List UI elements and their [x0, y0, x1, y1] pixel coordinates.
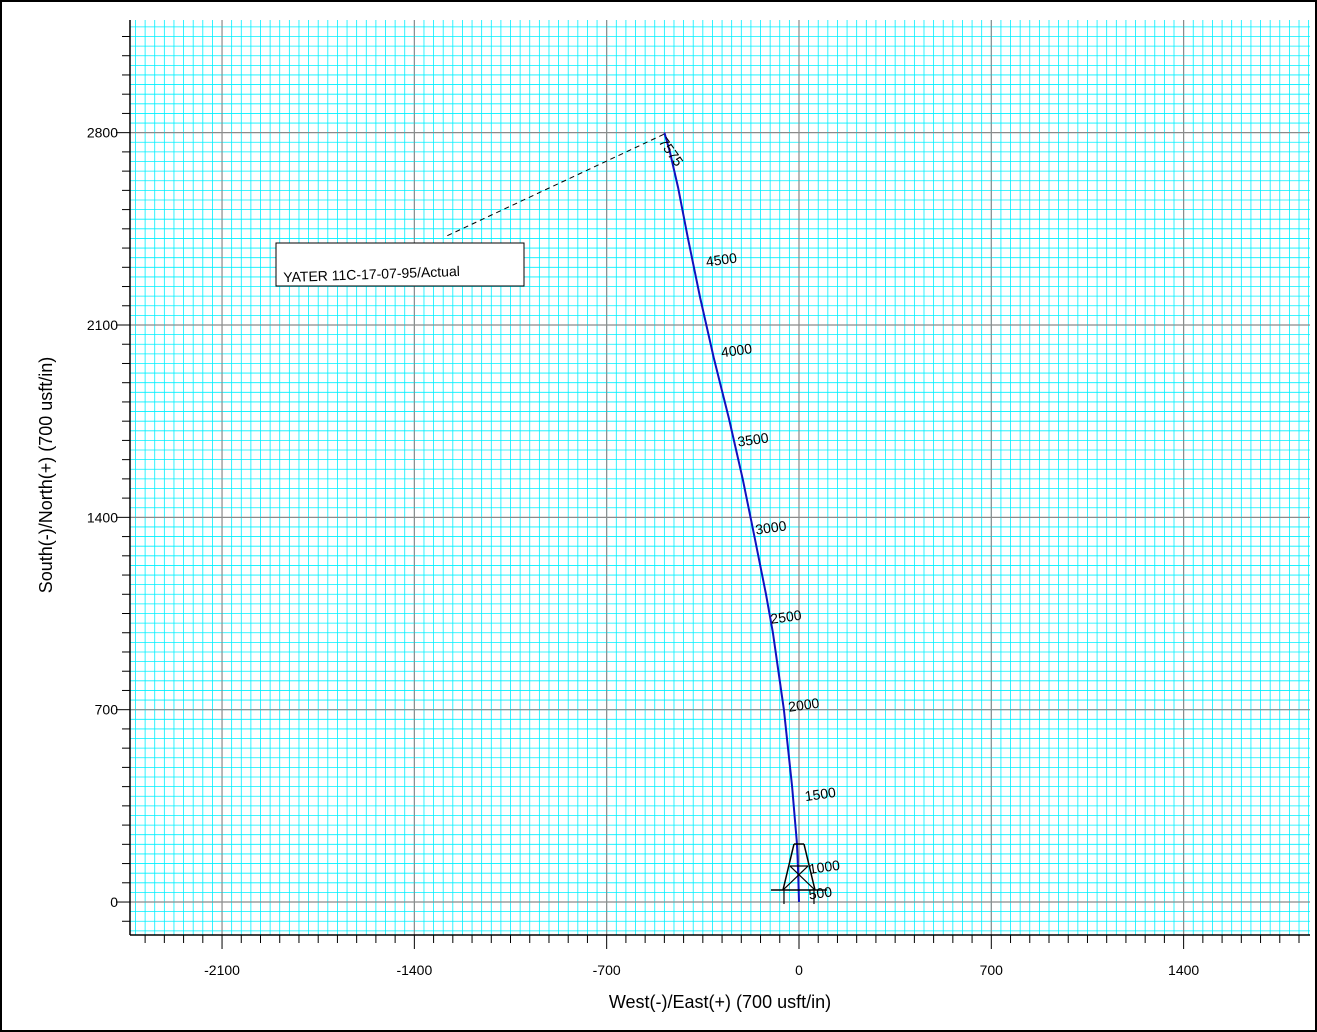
- x-axis-label: West(-)/East(+) (700 usft/in): [609, 992, 831, 1012]
- md-label-2000: 2000: [787, 695, 820, 715]
- md-label-2500: 2500: [769, 607, 802, 627]
- y-axis-label: South(-)/North(+) (700 usft/in): [36, 357, 56, 594]
- rig-icon: [770, 843, 827, 905]
- tick-labels: -2100 -1400 -700 0 700 1400 0 700 1400 2100 2800: [87, 125, 1200, 978]
- y-tick-label: 700: [95, 702, 119, 718]
- wellpath-line: [663, 132, 800, 903]
- leader-line: [447, 133, 665, 237]
- well-label-text: YATER 11C-17-07-95/Actual: [283, 263, 460, 285]
- axes: [129, 20, 1310, 936]
- x-tick-label: 700: [980, 962, 1004, 978]
- y-tick-label: 0: [110, 894, 118, 910]
- x-tick-label: 0: [795, 962, 803, 978]
- md-label-3000: 3000: [754, 517, 787, 537]
- y-tick-label: 2100: [87, 317, 118, 333]
- well-label-box: [275, 242, 525, 287]
- rig-leg-right: [803, 843, 816, 891]
- md-label-4000: 4000: [720, 340, 753, 360]
- x-tick-label: 1400: [1168, 962, 1199, 978]
- minor-grid: [130, 20, 1310, 935]
- md-label-1500: 1500: [804, 784, 837, 804]
- major-grid: [130, 20, 1310, 935]
- y-tick-label: 2800: [87, 125, 118, 141]
- y-tick-label: 1400: [87, 509, 118, 525]
- rig-leg-left: [782, 843, 795, 891]
- well-annotation: YATER 11C-17-07-95/Actual: [275, 133, 665, 287]
- md-label-1000: 1000: [808, 857, 841, 877]
- md-label-3500: 3500: [736, 429, 769, 449]
- wellpath: [663, 132, 800, 903]
- x-tick-label: -700: [593, 962, 621, 978]
- x-tick-label: -1400: [396, 962, 432, 978]
- rig-brace: [789, 865, 816, 891]
- x-tick-label: -2100: [204, 962, 240, 978]
- md-label-4500: 4500: [705, 249, 738, 269]
- axis-ticks: [116, 35, 1300, 949]
- rig-brace: [782, 865, 809, 891]
